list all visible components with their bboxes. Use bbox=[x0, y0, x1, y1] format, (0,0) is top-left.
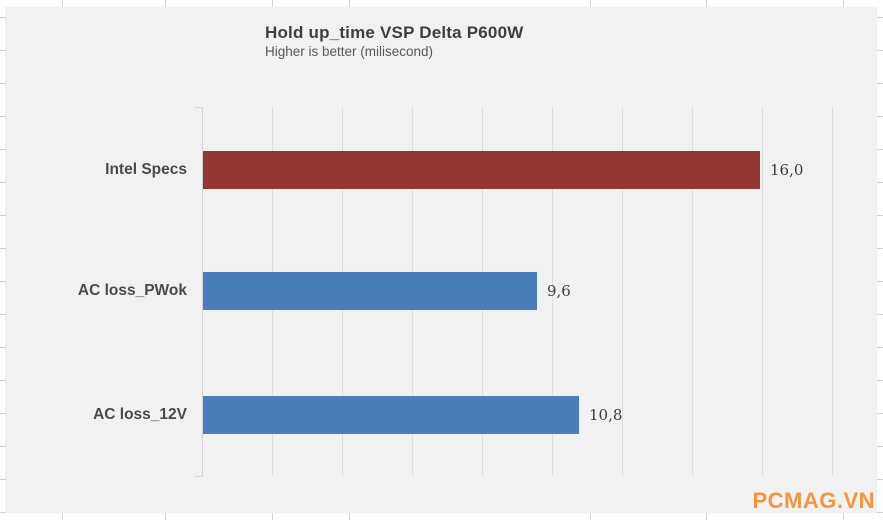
chart-plot-background bbox=[5, 7, 877, 513]
gridline bbox=[622, 107, 623, 476]
edge-gridline-stub bbox=[877, 413, 883, 414]
edge-gridline-stub bbox=[706, 513, 707, 520]
edge-gridline-stub bbox=[843, 513, 844, 520]
axis-tick-bottom bbox=[195, 476, 202, 477]
edge-gridline-stub bbox=[877, 281, 883, 282]
edge-gridline-stub bbox=[0, 413, 6, 414]
edge-gridline-stub bbox=[877, 83, 883, 84]
value-label: 9,6 bbox=[547, 282, 571, 300]
edge-gridline-stub bbox=[877, 347, 883, 348]
edge-gridline-stub bbox=[272, 513, 273, 520]
value-label: 10,8 bbox=[589, 406, 623, 424]
category-label: Intel Specs bbox=[105, 161, 187, 178]
gridline bbox=[552, 107, 553, 476]
edge-gridline-stub bbox=[877, 116, 883, 117]
edge-gridline-stub bbox=[349, 0, 350, 7]
bar bbox=[203, 151, 760, 189]
edge-gridline-stub bbox=[590, 513, 591, 520]
edge-gridline-stub bbox=[877, 215, 883, 216]
edge-gridline-stub bbox=[165, 513, 166, 520]
edge-gridline-stub bbox=[0, 17, 6, 18]
edge-gridline-stub bbox=[877, 512, 883, 513]
edge-gridline-stub bbox=[165, 0, 166, 7]
category-label: AC loss_PWok bbox=[77, 282, 187, 299]
edge-gridline-stub bbox=[0, 347, 6, 348]
edge-gridline-stub bbox=[62, 0, 63, 7]
edge-gridline-stub bbox=[877, 446, 883, 447]
edge-gridline-stub bbox=[62, 513, 63, 520]
chart-title: Hold up_time VSP Delta P600W bbox=[265, 23, 524, 42]
edge-gridline-stub bbox=[349, 513, 350, 520]
edge-gridline-stub bbox=[0, 281, 6, 282]
edge-gridline-stub bbox=[0, 182, 6, 183]
axis-tick-top bbox=[195, 107, 202, 108]
edge-gridline-stub bbox=[0, 446, 6, 447]
edge-gridline-stub bbox=[877, 314, 883, 315]
edge-gridline-stub bbox=[843, 0, 844, 7]
category-axis-line bbox=[202, 107, 203, 477]
gridline bbox=[832, 107, 833, 476]
edge-gridline-stub bbox=[877, 149, 883, 150]
edge-gridline-stub bbox=[0, 380, 6, 381]
bar bbox=[203, 272, 537, 310]
edge-gridline-stub bbox=[0, 116, 6, 117]
edge-gridline-stub bbox=[0, 248, 6, 249]
edge-gridline-stub bbox=[877, 479, 883, 480]
edge-gridline-stub bbox=[0, 83, 6, 84]
edge-gridline-stub bbox=[0, 50, 6, 51]
edge-gridline-stub bbox=[0, 149, 6, 150]
edge-gridline-stub bbox=[877, 182, 883, 183]
gridline bbox=[762, 107, 763, 476]
edge-gridline-stub bbox=[877, 248, 883, 249]
edge-gridline-stub bbox=[877, 380, 883, 381]
edge-gridline-stub bbox=[706, 0, 707, 7]
edge-gridline-stub bbox=[0, 314, 6, 315]
gridline bbox=[692, 107, 693, 476]
edge-gridline-stub bbox=[877, 50, 883, 51]
bar bbox=[203, 396, 579, 434]
edge-gridline-stub bbox=[0, 512, 6, 513]
chart-subtitle: Higher is better (milisecond) bbox=[265, 44, 434, 59]
edge-gridline-stub bbox=[272, 0, 273, 7]
value-label: 16,0 bbox=[770, 161, 804, 179]
edge-gridline-stub bbox=[877, 17, 883, 18]
edge-gridline-stub bbox=[0, 479, 6, 480]
edge-gridline-stub bbox=[0, 215, 6, 216]
watermark-text: PCMAG.VN bbox=[752, 488, 875, 513]
category-label: AC loss_12V bbox=[93, 406, 187, 423]
edge-gridline-stub bbox=[590, 0, 591, 7]
